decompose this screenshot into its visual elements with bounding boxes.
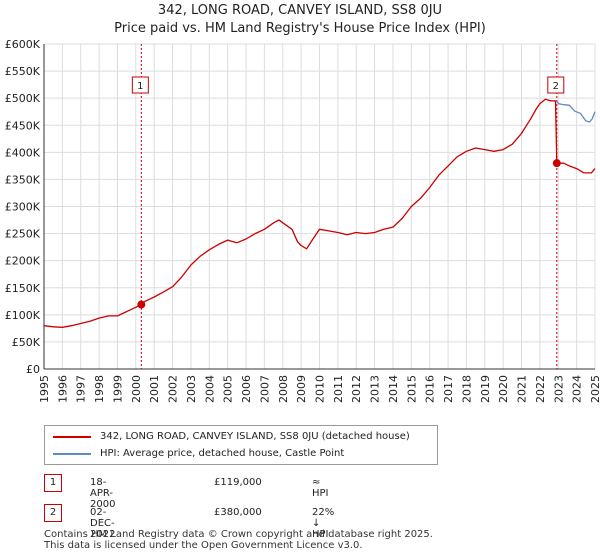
title-line-2: Price paid vs. HM Land Registry's House … bbox=[114, 21, 486, 36]
x-tick-label: 2016 bbox=[424, 375, 437, 403]
x-tick-label: 2024 bbox=[571, 375, 584, 403]
y-tick-label: £450K bbox=[5, 119, 41, 132]
x-tick-label: 2019 bbox=[479, 375, 492, 403]
x-tick-label: 2010 bbox=[314, 375, 327, 403]
footer: Contains HM Land Registry data © Crown c… bbox=[44, 529, 433, 551]
y-tick-label: £550K bbox=[5, 65, 41, 78]
x-tick-label: 1995 bbox=[38, 375, 51, 403]
title-line-1: 342, LONG ROAD, CANVEY ISLAND, SS8 0JU bbox=[157, 3, 443, 18]
chart-title: 342, LONG ROAD, CANVEY ISLAND, SS8 0JU P… bbox=[0, 2, 600, 38]
y-tick-label: £100K bbox=[5, 309, 41, 322]
x-tick-label: 1996 bbox=[56, 375, 69, 403]
y-tick-label: £50K bbox=[12, 336, 41, 349]
y-tick-label: £150K bbox=[5, 282, 41, 295]
marker-box-2 bbox=[547, 76, 565, 94]
y-tick-label: £400K bbox=[5, 146, 41, 159]
y-tick-label: £300K bbox=[5, 201, 41, 214]
x-tick-label: 2013 bbox=[369, 375, 382, 403]
x-tick-label: 2023 bbox=[552, 375, 565, 403]
legend-swatch-property bbox=[53, 435, 91, 438]
footer-line-2: This data is licensed under the Open Gov… bbox=[44, 540, 363, 551]
annotation-date: 18-APR-2000 bbox=[90, 477, 116, 510]
y-tick-label: £0 bbox=[26, 363, 40, 376]
marker-label-2: 2 bbox=[553, 81, 559, 92]
sale-point-1 bbox=[137, 300, 146, 309]
x-tick-label: 2014 bbox=[387, 375, 400, 403]
annotation-hpi: 22% ↓ HPI bbox=[312, 507, 335, 540]
annotation-number: 2 bbox=[44, 504, 62, 522]
price-chart: £0 £50K £100K £150K £200K £250K £300K £350K £400… bbox=[5, 38, 600, 403]
marker-label-1: 1 bbox=[137, 81, 143, 92]
legend-label-hpi: HPI: Average price, detached house, Cast… bbox=[100, 448, 345, 459]
x-tick-label: 2008 bbox=[277, 375, 290, 403]
x-tick-label: 2021 bbox=[516, 375, 529, 403]
x-tick-label: 2015 bbox=[405, 375, 418, 403]
x-tick-label: 2004 bbox=[203, 375, 216, 403]
x-tick-label: 1997 bbox=[75, 375, 88, 403]
x-tick-label: 2000 bbox=[130, 375, 143, 403]
annotation-number: 1 bbox=[44, 474, 62, 492]
legend-swatch-hpi bbox=[53, 452, 91, 455]
legend: 342, LONG ROAD, CANVEY ISLAND, SS8 0JU (… bbox=[44, 425, 438, 465]
axes: £0 £50K £100K £150K £200K £250K £300K £350K £400… bbox=[5, 38, 600, 403]
x-tick-label: 2001 bbox=[148, 375, 161, 403]
x-tick-label: 2020 bbox=[497, 375, 510, 403]
annotation-hpi: ≈ HPI bbox=[312, 477, 329, 499]
x-tick-label: 2003 bbox=[185, 375, 198, 403]
x-tick-label: 1998 bbox=[93, 375, 106, 403]
series bbox=[43, 98, 596, 328]
legend-item-hpi: HPI: Average price, detached house, Cast… bbox=[45, 445, 344, 462]
annotation-price: £380,000 bbox=[214, 507, 262, 518]
x-tick-label: 1999 bbox=[111, 375, 124, 403]
x-tick-label: 2011 bbox=[332, 375, 345, 403]
x-tick-label: 2012 bbox=[350, 375, 363, 403]
x-tick-label: 2005 bbox=[222, 375, 235, 403]
x-tick-label: 2002 bbox=[167, 375, 180, 403]
marker-box-1 bbox=[131, 76, 149, 94]
footer-line-1: Contains HM Land Registry data © Crown c… bbox=[44, 529, 433, 540]
legend-label-property: 342, LONG ROAD, CANVEY ISLAND, SS8 0JU (… bbox=[100, 431, 410, 442]
x-tick-label: 2018 bbox=[460, 375, 473, 403]
hpi-line bbox=[556, 100, 596, 123]
x-tick-label: 2009 bbox=[295, 375, 308, 403]
x-tick-label: 2007 bbox=[258, 375, 271, 403]
grid bbox=[43, 43, 596, 370]
x-tick-label: 2022 bbox=[534, 375, 547, 403]
y-tick-label: £600K bbox=[5, 38, 41, 51]
y-tick-label: £250K bbox=[5, 228, 41, 241]
sale-point-2 bbox=[552, 159, 561, 168]
y-tick-label: £200K bbox=[5, 255, 41, 268]
annotation-date: 02-DEC-2022 bbox=[90, 507, 116, 540]
legend-item-property: 342, LONG ROAD, CANVEY ISLAND, SS8 0JU (… bbox=[45, 428, 410, 445]
x-tick-label: 2006 bbox=[240, 375, 253, 403]
y-tick-label: £350K bbox=[5, 173, 41, 186]
annotation-price: £119,000 bbox=[214, 477, 262, 488]
x-tick-label: 2025 bbox=[589, 375, 600, 403]
x-tick-label: 2017 bbox=[442, 375, 455, 403]
y-tick-label: £500K bbox=[5, 92, 41, 105]
